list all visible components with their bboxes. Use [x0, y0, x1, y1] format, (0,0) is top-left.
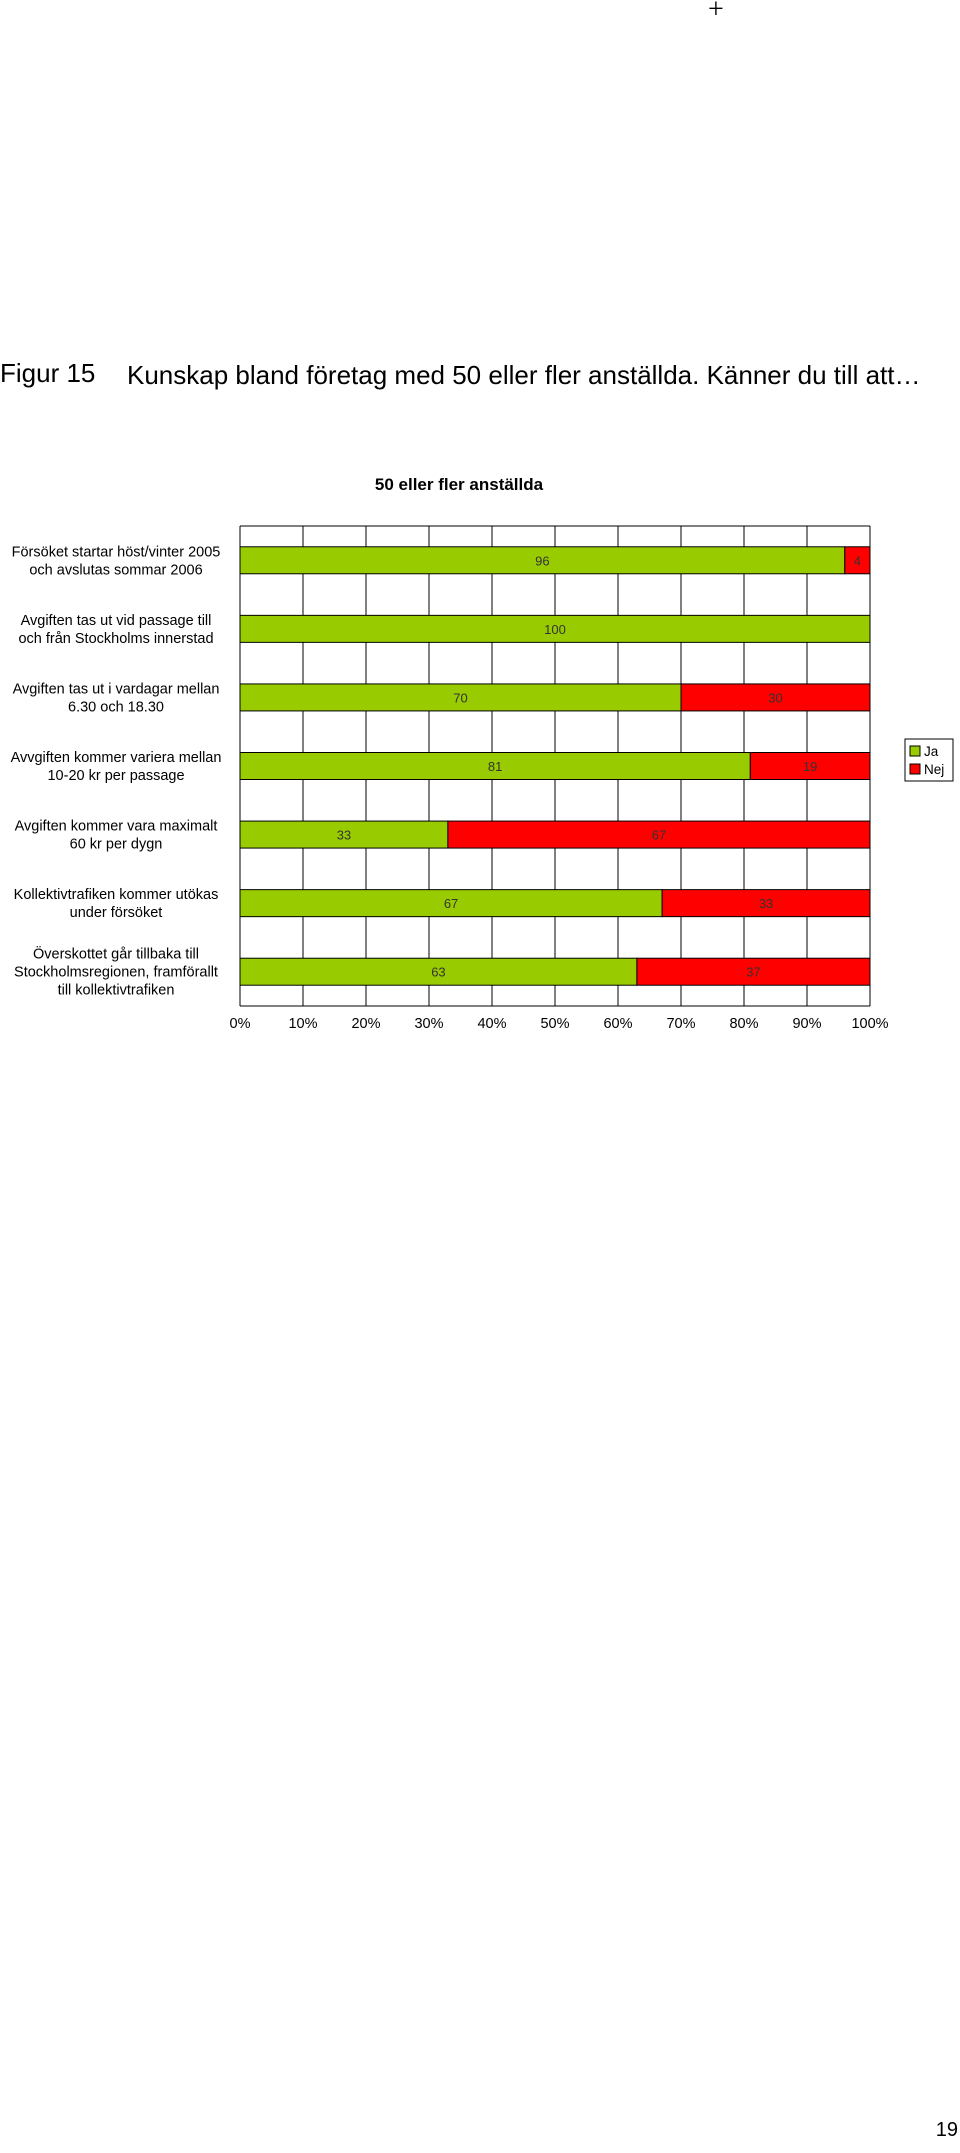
bar-nej — [447, 820, 871, 849]
category-labels: Försöket startar höst/vinter 2005 och avs… — [11, 544, 222, 998]
x-tick-label: 100% — [851, 1016, 888, 1032]
legend-swatch-ja — [909, 745, 921, 757]
x-tick-label: 70% — [666, 1016, 695, 1032]
x-tick-label: 80% — [729, 1016, 758, 1032]
category-label: Avvgiften kommer variera mellan 10-20 kr … — [11, 750, 222, 784]
data-label-nej: 30 — [768, 690, 782, 705]
bars: 96 4 100 70 30 81 19 33 67 67 33 63 37 — [239, 546, 871, 986]
x-axis-ticks: 0% 10% 20% 30% 40% 50% 60% 70% 80% 90% 100% — [230, 1016, 889, 1032]
x-tick-label: 30% — [414, 1016, 443, 1032]
data-label-ja: 33 — [337, 828, 351, 843]
data-label-nej: 19 — [803, 759, 817, 774]
chart-title: 50 eller fler anställda — [375, 475, 544, 494]
x-tick-label: 0% — [230, 1016, 251, 1032]
data-label-ja: 67 — [444, 896, 458, 911]
bar-ja — [239, 752, 751, 780]
bar-nej — [661, 889, 871, 918]
x-tick-label: 90% — [792, 1016, 821, 1032]
bar-nej — [680, 683, 871, 712]
category-label: Avgiften kommer vara maximalt 60 kr per d… — [15, 819, 218, 853]
corner-plus-mark: + — [708, 0, 724, 25]
bar-nej — [749, 752, 871, 780]
data-label-nej: 67 — [652, 828, 666, 843]
category-label: Försöket startar höst/vinter 2005 och avs… — [12, 544, 221, 578]
data-label-ja: 81 — [488, 759, 502, 774]
page-number: 19 — [935, 2119, 958, 2141]
category-label: Avgiften tas ut i vardagar mellan 6.30 oc… — [13, 681, 220, 715]
bar-nej — [636, 957, 871, 986]
bar-ja — [239, 683, 682, 712]
bar-nej — [844, 546, 871, 575]
data-label-ja: 70 — [453, 690, 467, 705]
x-tick-label: 40% — [477, 1016, 506, 1032]
legend-swatch-nej — [909, 763, 921, 775]
bar-ja — [239, 889, 663, 918]
stacked-bar-chart: 50 eller fler anställda 96 4 100 70 30 81 19 33… — [11, 475, 954, 1032]
data-label-nej: 4 — [854, 553, 861, 568]
x-tick-label: 10% — [288, 1016, 317, 1032]
bar-ja — [239, 820, 449, 849]
data-label-ja: 63 — [431, 965, 445, 980]
category-label: Avgiften tas ut vid passage till och från… — [18, 613, 213, 647]
legend-label-nej: Nej — [924, 762, 944, 777]
figure-title: Kunskap bland företag med 50 eller fler … — [127, 360, 921, 390]
x-tick-label: 50% — [540, 1016, 569, 1032]
category-label: Överskottet går tillbaka till Stockholmsr… — [14, 945, 218, 999]
category-label: Kollektivtrafiken kommer utökas under för… — [14, 887, 219, 921]
data-label-ja: 100 — [544, 622, 566, 637]
data-label-nej: 37 — [746, 965, 760, 980]
x-tick-label: 60% — [603, 1016, 632, 1032]
bar-ja — [239, 614, 871, 643]
legend-label-ja: Ja — [924, 744, 939, 759]
x-tick-label: 20% — [351, 1016, 380, 1032]
bar-ja — [239, 957, 638, 986]
figure-label: Figur 15 — [0, 358, 96, 388]
data-label-nej: 33 — [759, 896, 773, 911]
legend: Ja Nej — [904, 738, 954, 782]
data-label-ja: 96 — [535, 553, 549, 568]
